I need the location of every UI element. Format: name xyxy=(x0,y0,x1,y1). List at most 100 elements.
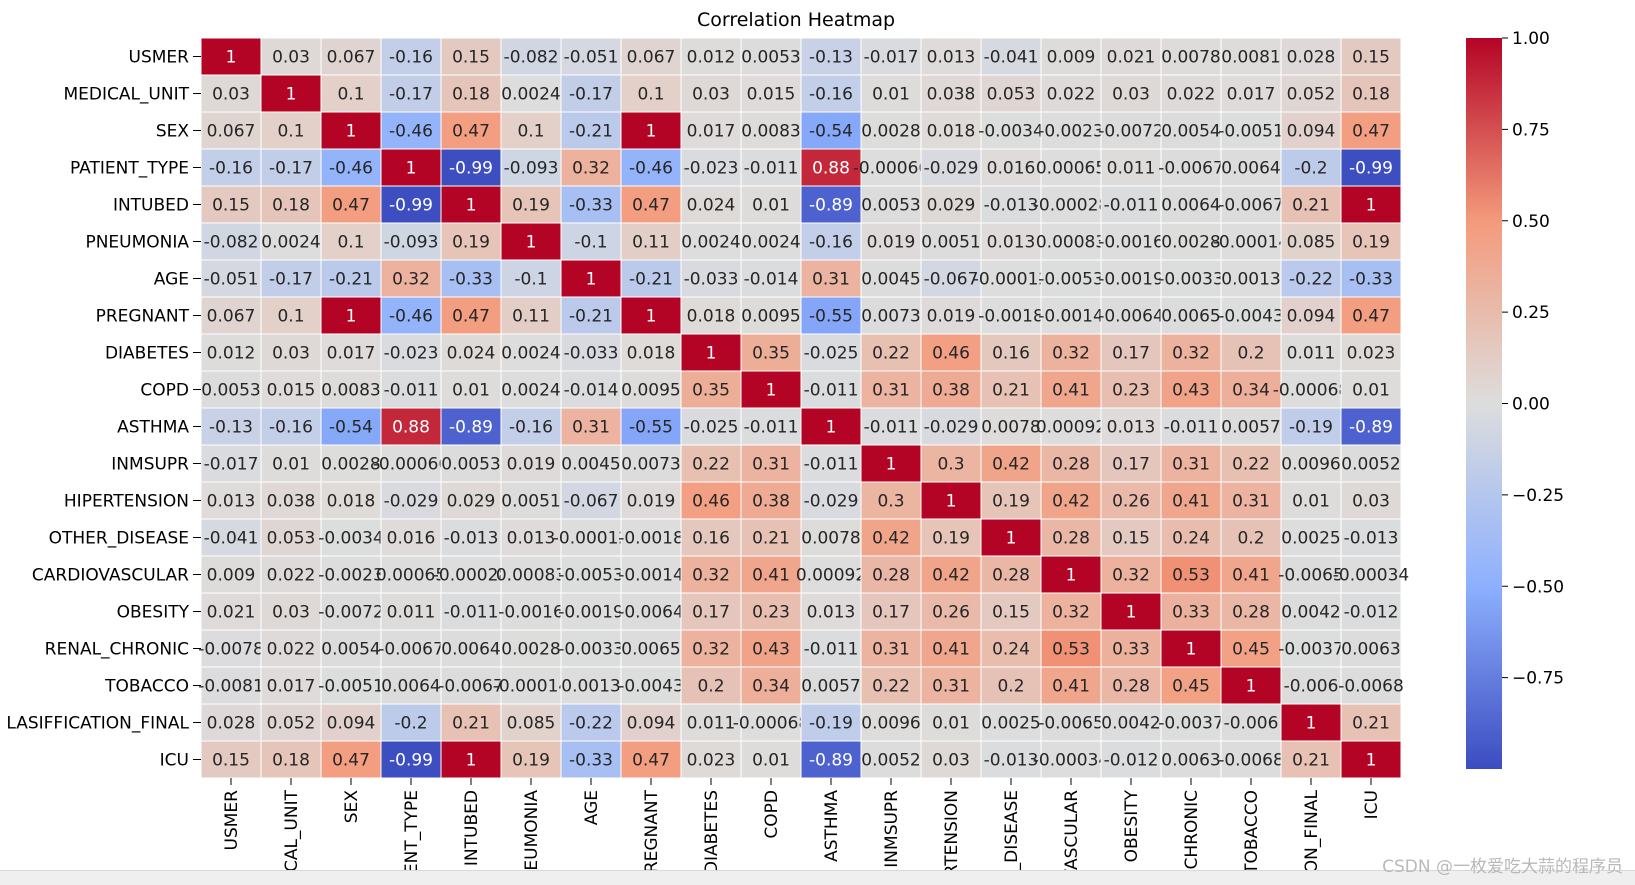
cell-label: 0.03 xyxy=(692,85,730,105)
heatmap-cell xyxy=(1220,185,1282,224)
heatmap-cell xyxy=(740,740,802,779)
heatmap-cell xyxy=(860,148,922,187)
cell-label: -0.0064 xyxy=(1098,307,1164,327)
col-tick-label: ION_FINAL xyxy=(1302,789,1322,878)
heatmap-cell xyxy=(1340,185,1402,224)
cell-label: -0.0078 xyxy=(198,640,264,660)
heatmap-cell xyxy=(1040,407,1102,446)
cell-label: -0.011 xyxy=(804,381,859,401)
cell-label: 0.085 xyxy=(1287,233,1336,253)
heatmap-cell xyxy=(380,407,442,446)
cell-label: -0.89 xyxy=(449,418,493,438)
cell-label: -0.0068 xyxy=(1338,677,1404,697)
cell-label: 0.021 xyxy=(1107,48,1156,68)
cell-label: 0.018 xyxy=(627,344,676,364)
cell-label: 0.41 xyxy=(752,566,790,586)
row-labels: USMER MEDICAL_UNIT SEX PATIENT_TYPE INTUBED P… xyxy=(6,48,201,771)
heatmap-cell xyxy=(1100,370,1162,409)
cell-label: 0.28 xyxy=(992,566,1030,586)
heatmap-cell xyxy=(980,111,1042,150)
cell-label: 0.013 xyxy=(807,603,856,623)
cell-label: -0.006 xyxy=(1224,714,1279,734)
heatmap-cell xyxy=(800,259,862,298)
cell-label: 0.01 xyxy=(1292,492,1330,512)
heatmap-cell xyxy=(620,37,682,76)
heatmap-cell xyxy=(380,592,442,631)
heatmap-cell xyxy=(440,185,502,224)
heatmap-cell xyxy=(1340,666,1402,705)
cell-label: 0.023 xyxy=(687,751,736,771)
cell-label: 0.017 xyxy=(1227,85,1276,105)
col-tick-label: OBESITY xyxy=(1122,789,1142,862)
heatmap-cell xyxy=(980,407,1042,446)
heatmap-cell xyxy=(1340,148,1402,187)
heatmap-cell xyxy=(800,703,862,742)
cell-label: 0.017 xyxy=(267,677,316,697)
cell-label: 1 xyxy=(646,122,657,142)
heatmap-cell xyxy=(380,259,442,298)
heatmap-cell xyxy=(620,222,682,261)
cell-label: -0.029 xyxy=(924,159,979,179)
row-tick-label: LASIFFICATION_FINAL xyxy=(6,714,189,734)
cell-label: 0.094 xyxy=(327,714,376,734)
cell-label: -0.46 xyxy=(389,122,433,142)
cell-label: -0.082 xyxy=(504,48,559,68)
cell-label: -0.16 xyxy=(209,159,253,179)
cell-label: -0.0037 xyxy=(1278,640,1344,660)
cell-label: 0.0078 xyxy=(981,418,1040,438)
cell-label: 0.88 xyxy=(392,418,430,438)
cell-label: 0.43 xyxy=(752,640,790,660)
heatmap-cell xyxy=(620,148,682,187)
cell-label: 0.21 xyxy=(1352,714,1390,734)
cell-label: 0.31 xyxy=(1172,455,1210,475)
heatmap-cell xyxy=(1220,296,1282,335)
heatmap-cell xyxy=(800,592,862,631)
heatmap-cell xyxy=(1340,259,1402,298)
cell-label: 0.0057 xyxy=(801,677,860,697)
cell-label: -0.17 xyxy=(269,159,313,179)
cell-label: 0.0078 xyxy=(801,529,860,549)
cell-label: 1 xyxy=(466,751,477,771)
heatmap-cell xyxy=(440,407,502,446)
heatmap-cell xyxy=(740,296,802,335)
heatmap-cell xyxy=(920,629,982,668)
cell-label: 1 xyxy=(286,85,297,105)
cell-label: -0.99 xyxy=(449,159,493,179)
cell-label: -0.0016 xyxy=(498,603,564,623)
cell-label: -0.023 xyxy=(384,344,439,364)
heatmap-cell xyxy=(1220,370,1282,409)
heatmap-cells: 1 0.03 0.067 -0.16 0.15 -0.082 -0.051 0.067 0.01… xyxy=(198,37,1409,779)
cell-label: 0.0028 xyxy=(1161,233,1220,253)
cell-label: -0.0019 xyxy=(1098,270,1164,290)
cell-label: 0.18 xyxy=(272,196,310,216)
heatmap-cell xyxy=(800,481,862,520)
cell-label: -0.17 xyxy=(269,270,313,290)
cell-label: 0.0052 xyxy=(861,751,920,771)
heatmap-cell xyxy=(1100,555,1162,594)
cell-label: 0.013 xyxy=(987,233,1036,253)
heatmap-cell xyxy=(440,629,502,668)
heatmap-cell xyxy=(1280,185,1342,224)
cell-label: -0.0023 xyxy=(318,566,384,586)
cell-label: 0.053 xyxy=(987,85,1036,105)
cell-label: 0.32 xyxy=(1172,344,1210,364)
heatmap-cell xyxy=(1280,592,1342,631)
heatmap-cell xyxy=(1040,222,1102,261)
cell-label: -0.00068 xyxy=(733,714,809,734)
cell-label: 0.32 xyxy=(572,159,610,179)
cell-label: 0.17 xyxy=(1112,344,1150,364)
row-tick-label: ICU xyxy=(160,751,189,771)
cell-label: 0.019 xyxy=(867,233,916,253)
heatmap-cell xyxy=(680,259,742,298)
cell-label: 0.31 xyxy=(812,270,850,290)
heatmap-cell xyxy=(200,74,262,113)
cell-label: 0.38 xyxy=(752,492,790,512)
cell-label: 0.41 xyxy=(1172,492,1210,512)
col-tick-label: SEX xyxy=(342,790,362,824)
cell-label: -0.014 xyxy=(744,270,799,290)
heatmap-cell xyxy=(1100,185,1162,224)
cell-label: 0.0028 xyxy=(501,640,560,660)
heatmap-cell xyxy=(560,222,622,261)
heatmap-cell xyxy=(1160,370,1222,409)
cell-label: -0.0033 xyxy=(1158,270,1224,290)
